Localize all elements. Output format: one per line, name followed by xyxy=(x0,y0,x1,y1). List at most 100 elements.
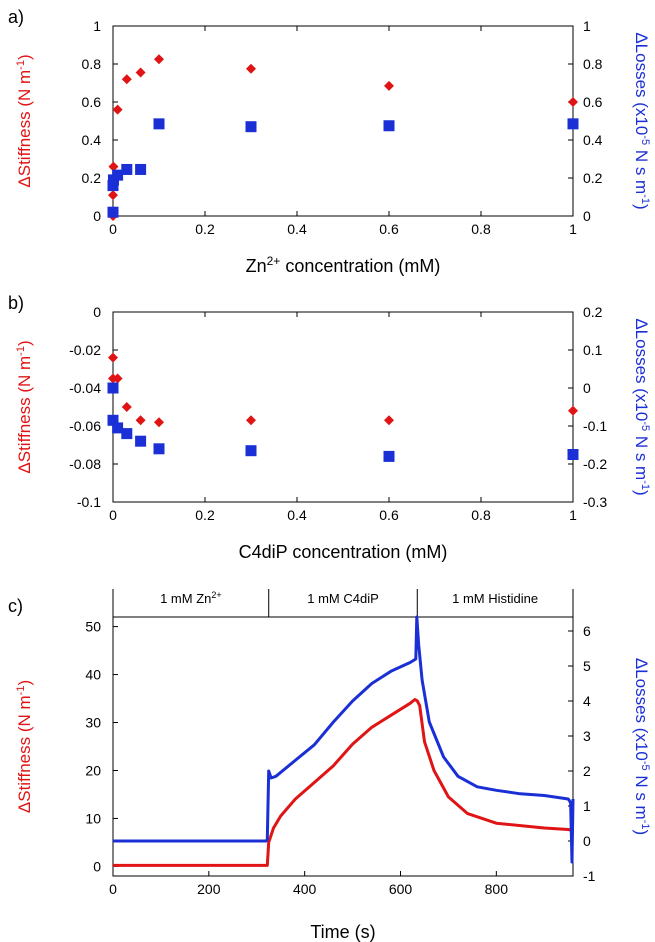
data-point-losses xyxy=(112,422,124,434)
data-point-stiffness xyxy=(121,74,132,85)
y-right-tick-label: -0.3 xyxy=(583,494,607,510)
y-right-tick-label: 0.2 xyxy=(583,304,603,320)
data-point-losses xyxy=(567,449,579,460)
text-span: ) xyxy=(632,490,651,496)
data-point-losses xyxy=(135,435,147,447)
plot-frame xyxy=(112,25,574,217)
text-span: ) xyxy=(632,204,651,210)
x-tick-label: 1 xyxy=(569,221,577,237)
data-point-stiffness xyxy=(135,415,146,426)
data-point-stiffness xyxy=(108,190,118,201)
panel-label: c) xyxy=(8,596,23,616)
y-left-tick-label: 0 xyxy=(93,304,101,320)
y-left-tick-label: 20 xyxy=(85,762,101,778)
y-left-tick-label: 30 xyxy=(85,715,101,731)
y-left-tick-label: 40 xyxy=(85,667,101,683)
x-tick-label: 0.4 xyxy=(287,221,307,237)
y-left-tick-label: 10 xyxy=(85,810,101,826)
data-point-stiffness xyxy=(154,417,164,428)
superscript: -5 xyxy=(639,421,651,431)
losses-trace xyxy=(113,615,575,864)
chart-panel-b: b) 0 0.2 0.4 0.6 0.8 1 -0.1 -0.08 -0.06 -0.04 -0.02… xyxy=(8,293,651,562)
y-left-tick-label: 0.2 xyxy=(82,170,102,186)
y-right-tick-label: 4 xyxy=(583,693,591,709)
data-point-stiffness xyxy=(108,352,118,363)
x-tick-label: 0.2 xyxy=(195,507,215,523)
y-left-axis-label: ΔStiffness (N m-1) xyxy=(15,340,34,473)
y-right-tick-label: 6 xyxy=(583,623,591,639)
text-span: ) xyxy=(15,680,34,686)
data-point-losses xyxy=(121,428,133,440)
data-point-stiffness xyxy=(384,80,394,91)
text-span: N s m xyxy=(632,771,651,820)
y-right-tick-label: -1 xyxy=(583,868,596,884)
data-point-stiffness xyxy=(154,54,164,65)
data-point-losses xyxy=(153,443,165,455)
data-point-stiffness xyxy=(384,415,394,426)
y-left-tick-label: 1 xyxy=(93,18,101,34)
y-left-tick-label: 0.4 xyxy=(82,132,102,148)
y-left-tick-label: 0.8 xyxy=(82,56,102,72)
text-span: ) xyxy=(632,830,651,836)
text-span: Time (s) xyxy=(310,922,375,942)
y-right-tick-label: 1 xyxy=(583,18,591,34)
panel-label: b) xyxy=(8,293,24,313)
data-point-losses xyxy=(121,163,133,175)
data-point-losses xyxy=(135,163,147,175)
plot-frame xyxy=(112,311,574,503)
text-span: concentration (mM) xyxy=(280,256,440,276)
y-right-axis-label: ΔLosses (x10-5 N s m-1) xyxy=(632,658,651,835)
x-tick-label: 0 xyxy=(109,881,117,897)
x-tick-label: 800 xyxy=(485,881,509,897)
text-span: ΔStiffness (N m xyxy=(15,356,34,474)
x-axis-label: C4diP concentration (mM) xyxy=(239,542,448,562)
y-right-tick-label: 1 xyxy=(583,798,591,814)
data-point-stiffness xyxy=(112,104,123,115)
y-right-tick-label: 5 xyxy=(583,658,591,674)
y-left-tick-label: 0 xyxy=(93,858,101,874)
y-left-tick-label: -0.04 xyxy=(69,380,101,396)
y-right-tick-label: 0 xyxy=(583,833,591,849)
text-span: N s m xyxy=(632,145,651,194)
chart-panel-c: c) 0 200 400 600 800 0 10 20 30 40 50 -1 0 1 2 3 4 5 6 Time … xyxy=(8,589,651,942)
text-span: ) xyxy=(15,340,34,346)
x-tick-label: 600 xyxy=(389,881,413,897)
y-right-tick-label: 0.8 xyxy=(583,56,603,72)
data-point-stiffness xyxy=(246,63,256,74)
data-point-stiffness xyxy=(112,373,123,384)
y-right-tick-label: 0.1 xyxy=(583,342,603,358)
text-span: Zn xyxy=(246,256,267,276)
y-left-tick-label: 0.6 xyxy=(82,94,102,110)
data-point-losses xyxy=(107,180,119,192)
data-point-stiffness xyxy=(135,67,146,78)
text-span: ΔLosses (x10 xyxy=(632,32,651,135)
text-span: ΔStiffness (N m xyxy=(15,70,34,188)
plot-frame xyxy=(112,616,574,877)
x-tick-label: 0.2 xyxy=(195,221,215,237)
text-span: 1 mM Histidine xyxy=(452,591,538,606)
text-span: N s m xyxy=(632,431,651,480)
data-point-losses xyxy=(383,120,395,132)
y-right-axis-label: ΔLosses (x10-5 N s m-1) xyxy=(632,32,651,209)
superscript: -1 xyxy=(15,686,27,696)
y-right-tick-label: 0.2 xyxy=(583,170,603,186)
y-right-tick-label: -0.2 xyxy=(583,456,607,472)
superscript: -1 xyxy=(15,346,27,356)
y-left-tick-label: 50 xyxy=(85,619,101,635)
x-tick-label: 0.6 xyxy=(379,507,399,523)
y-right-tick-label: 0 xyxy=(583,208,591,224)
data-point-stiffness xyxy=(246,415,256,426)
x-tick-label: 200 xyxy=(197,881,221,897)
superscript: -5 xyxy=(639,761,651,771)
y-right-tick-label: 0 xyxy=(583,380,591,396)
y-left-tick-label: -0.02 xyxy=(69,342,101,358)
y-left-tick-label: 0 xyxy=(93,208,101,224)
data-point-losses xyxy=(383,450,395,462)
segment-label: 1 mM Zn2+ xyxy=(160,590,222,606)
data-point-losses xyxy=(567,118,579,130)
superscript: -5 xyxy=(639,135,651,145)
y-left-tick-label: -0.08 xyxy=(69,456,101,472)
text-span: C4diP concentration (mM) xyxy=(239,542,448,562)
data-point-stiffness xyxy=(568,405,578,416)
